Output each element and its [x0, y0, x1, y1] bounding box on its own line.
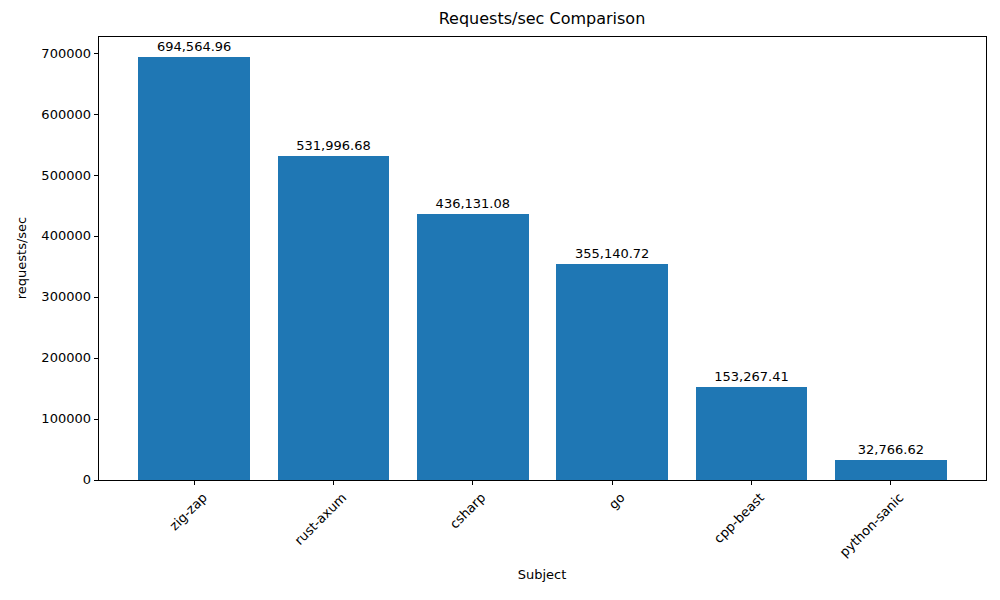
y-tick-label: 700000	[41, 46, 91, 62]
bar	[417, 214, 528, 480]
y-axis-label: requests/sec	[14, 217, 29, 300]
y-tick-label: 500000	[41, 168, 91, 184]
x-tick-mark	[472, 481, 473, 485]
bar	[696, 387, 807, 480]
bar	[835, 460, 946, 480]
y-tick-mark	[94, 358, 98, 359]
chart-title: Requests/sec Comparison	[439, 9, 646, 28]
bar-value-label: 436,131.08	[436, 196, 510, 211]
x-tick-label: python-sanic	[837, 490, 907, 560]
x-tick-mark	[751, 481, 752, 485]
x-tick-label: zig-zap	[166, 490, 209, 533]
y-tick-mark	[94, 53, 98, 54]
y-tick-label: 600000	[41, 107, 91, 123]
x-tick-mark	[194, 481, 195, 485]
y-tick-label: 100000	[41, 411, 91, 427]
bar-value-label: 153,267.41	[714, 369, 788, 384]
x-tick-mark	[890, 481, 891, 485]
y-tick-mark	[94, 297, 98, 298]
y-tick-mark	[94, 480, 98, 481]
bar-value-label: 531,996.68	[296, 138, 370, 153]
y-tick-label: 0	[83, 472, 91, 488]
y-tick-mark	[94, 175, 98, 176]
y-tick-label: 200000	[41, 350, 91, 366]
y-tick-label: 300000	[41, 289, 91, 305]
y-tick-mark	[94, 114, 98, 115]
bar-value-label: 694,564.96	[157, 39, 231, 54]
x-tick-mark	[333, 481, 334, 485]
bar-chart-figure: Requests/sec Comparison Subject requests…	[0, 0, 1000, 600]
x-axis-label: Subject	[518, 567, 567, 582]
bar	[278, 156, 389, 480]
y-tick-label: 400000	[41, 228, 91, 244]
bar-value-label: 32,766.62	[858, 442, 924, 457]
x-tick-label: rust-axum	[291, 490, 349, 548]
bar	[556, 264, 667, 480]
y-tick-mark	[94, 419, 98, 420]
x-tick-label: go	[606, 490, 628, 512]
x-tick-label: csharp	[447, 490, 489, 532]
y-tick-mark	[94, 236, 98, 237]
bar	[138, 57, 249, 480]
bar-value-label: 355,140.72	[575, 246, 649, 261]
x-tick-mark	[612, 481, 613, 485]
x-tick-label: cpp-beast	[711, 490, 767, 546]
